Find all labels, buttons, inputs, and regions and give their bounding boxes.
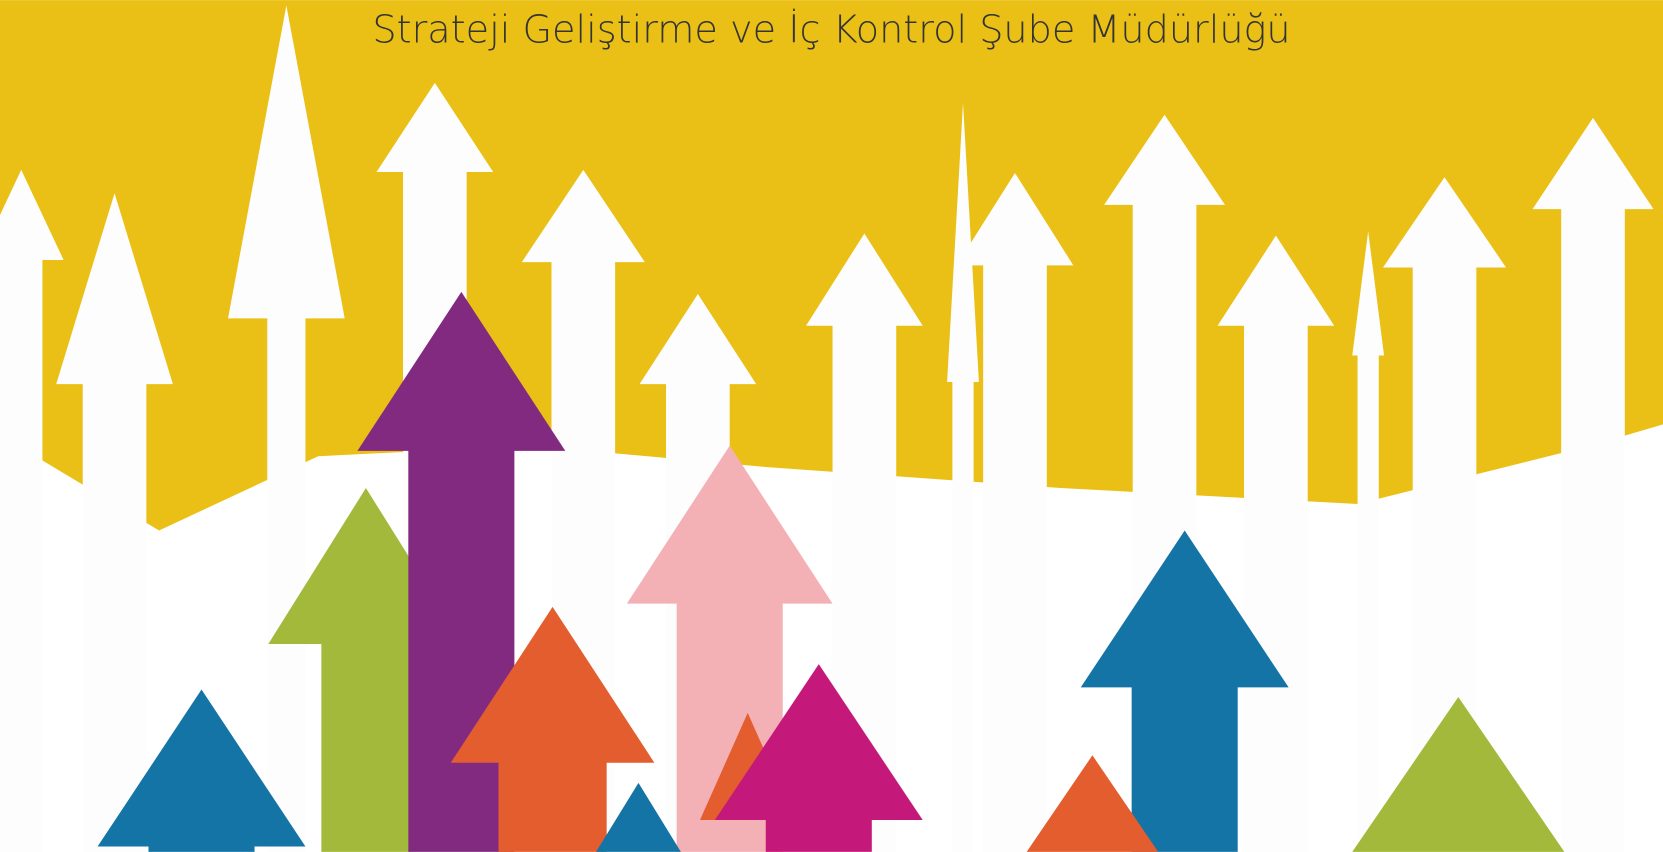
page-title: Strateji Geliştirme ve İç Kontrol Şube M… [372, 8, 1290, 53]
cover-art: Strateji Geliştirme ve İç Kontrol Şube M… [0, 0, 1663, 852]
page: Strateji Geliştirme ve İç Kontrol Şube M… [0, 0, 1663, 852]
